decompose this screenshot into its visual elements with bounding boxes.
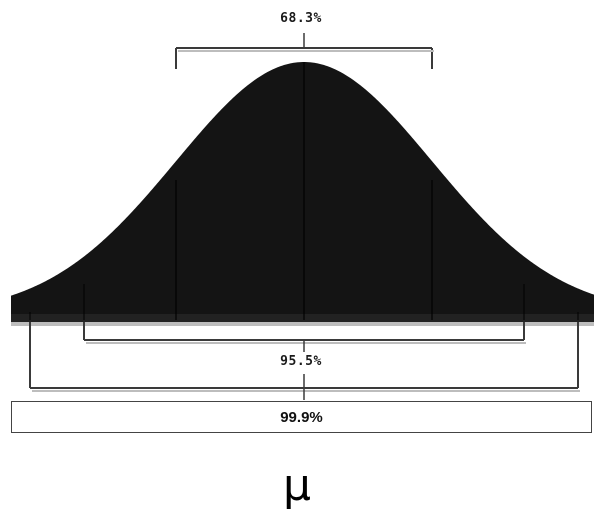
baseline [11, 313, 594, 322]
bracket-68 [175, 33, 434, 69]
label-99-9-percent: 99.9% [280, 408, 323, 426]
label-68-percent: 68.3% [280, 11, 322, 26]
normal-distribution-diagram [11, 33, 594, 400]
baseline-shadow [11, 322, 594, 326]
mean-symbol: μ [283, 460, 311, 511]
label-95-percent: 95.5% [280, 354, 322, 369]
bell-curve [11, 62, 594, 314]
bracket-95 [83, 322, 526, 352]
label-99-9-percent-box: 99.9% [11, 401, 592, 433]
bracket-999 [29, 322, 580, 400]
